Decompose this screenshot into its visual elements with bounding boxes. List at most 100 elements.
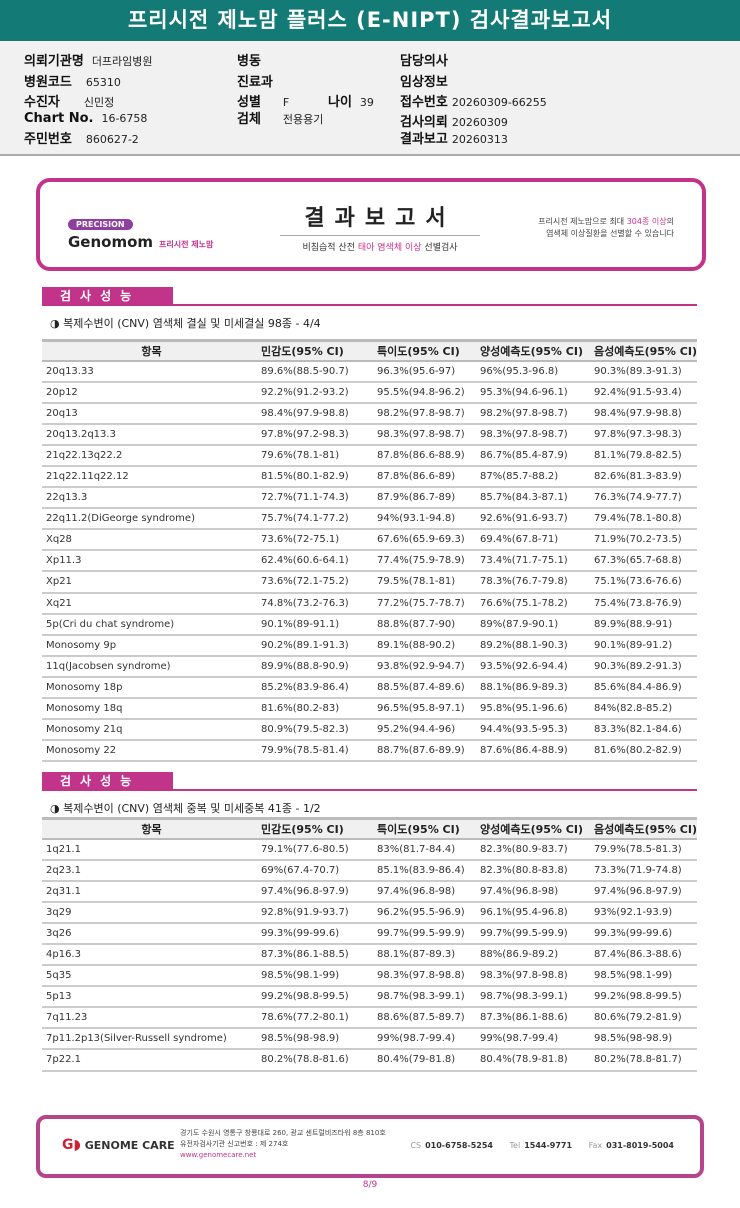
banner-description: 프리시전 제노맘으로 최대 304종 이상의 염색체 이상질환을 선별할 수 있… <box>538 217 674 238</box>
item-cell: 20p12 <box>42 381 257 404</box>
value-cell: 92.6%(91.6-93.7) <box>476 508 590 531</box>
table-row: 5q35 98.5%(98.1-99) 98.3%(97.8-98.8) 98.3%(… <box>42 965 697 988</box>
value-cell: 79.6%(78.1-81) <box>257 444 373 467</box>
column-header: 항목 <box>42 339 257 362</box>
value-cell: 97.8%(97.2-98.3) <box>257 423 373 446</box>
value-cell: 88.7%(87.6-89.9) <box>373 740 476 763</box>
section-subtitle-1: ◑ 복제수변이 (CNV) 염색체 결실 및 미세결실 98종 - 4/4 <box>50 317 321 330</box>
value-cell: 98.2%(97.8-98.7) <box>373 402 476 425</box>
table-row: Monosomy 22 79.9%(78.5-81.4) 88.7%(87.6-89… <box>42 740 697 763</box>
value-cell: 84%(82.8-85.2) <box>590 698 697 721</box>
table-row: Monosomy 18p 85.2%(83.9-86.4) 88.5%(87.4-8… <box>42 676 697 700</box>
precision-badge: PRECISION <box>68 219 133 230</box>
value-cell: 89.9%(88.9-91) <box>590 613 697 636</box>
table-row: 22q11.2(DiGeorge syndrome) 75.7%(74.1-77.… <box>42 508 697 531</box>
value-cell: 98.4%(97.9-98.8) <box>590 402 697 425</box>
item-cell: Xp11.3 <box>42 550 257 573</box>
value-cell: 98.4%(97.9-98.8) <box>257 402 373 425</box>
value-cell: 98.5%(98-98.9) <box>590 1028 697 1051</box>
brand-sub: 프리시전 제노맘 <box>159 240 214 249</box>
item-cell: 2q31.1 <box>42 880 257 903</box>
item-cell: 7q11.23 <box>42 1007 257 1030</box>
value-cell: 87.8%(86.6-89) <box>373 465 476 489</box>
table-row: Xq21 74.8%(73.2-76.3) 77.2%(75.7-78.7) 76.6… <box>42 592 697 615</box>
value-cell: 76.3%(74.9-77.7) <box>590 487 697 510</box>
item-cell: 21q22.11q22.12 <box>42 465 257 489</box>
value-cell: 90.2%(89.1-91.3) <box>257 634 373 657</box>
table-row: 7p22.1 80.2%(78.8-81.6) 80.4%(79-81.8) 80.4… <box>42 1049 697 1072</box>
page-title: 프리시전 제노맘 플러스 (E-NIPT) 검사결과보고서 <box>0 0 740 41</box>
item-cell: Monosomy 21q <box>42 719 257 742</box>
value-cell: 87.4%(86.3-88.6) <box>590 943 697 967</box>
item-cell: 20q13.33 <box>42 360 257 383</box>
value-cell: 73.6%(72.1-75.2) <box>257 571 373 594</box>
value-cell: 75.7%(74.1-77.2) <box>257 508 373 531</box>
value-cell: 67.6%(65.9-69.3) <box>373 529 476 552</box>
value-cell: 98.3%(97.8-98.7) <box>476 423 590 446</box>
value-cell: 95.3%(94.6-96.1) <box>476 381 590 404</box>
value-cell: 93%(92.1-93.9) <box>590 901 697 924</box>
item-cell: Monosomy 18p <box>42 676 257 700</box>
value-cell: 98.3%(97.8-98.8) <box>373 965 476 988</box>
value-cell: 75.4%(73.8-76.9) <box>590 592 697 615</box>
value-cell: 87%(85.7-88.2) <box>476 465 590 489</box>
table-row: 5p(Cri du chat syndrome) 90.1%(89-91.1) 88… <box>42 613 697 636</box>
value-cell: 72.7%(71.1-74.3) <box>257 487 373 510</box>
value-cell: 98.7%(98.3-99.1) <box>373 986 476 1009</box>
value-cell: 96.2%(95.5-96.9) <box>373 901 476 924</box>
value-cell: 98.3%(97.8-98.8) <box>476 965 590 988</box>
table-row: 2q31.1 97.4%(96.8-97.9) 97.4%(96.8-98) 97.4… <box>42 880 697 903</box>
value-cell: 85.6%(84.4-86.9) <box>590 676 697 700</box>
table-row: 2q23.1 69%(67.4-70.7) 85.1%(83.9-86.4) 82.3… <box>42 859 697 882</box>
id-field: 주민번호 860627-2 <box>24 132 139 147</box>
value-cell: 88.1%(87-89.3) <box>373 943 476 967</box>
item-cell: 3q29 <box>42 901 257 924</box>
value-cell: 87.6%(86.4-88.9) <box>476 740 590 763</box>
table-row: 3q26 99.3%(99-99.6) 99.7%(99.5-99.9) 99.7%(… <box>42 922 697 945</box>
item-cell: Monosomy 9p <box>42 634 257 657</box>
table-row: 7p11.2p13(Silver-Russell syndrome) 98.5%(… <box>42 1028 697 1051</box>
value-cell: 82.3%(80.8-83.8) <box>476 859 590 882</box>
value-cell: 77.2%(75.7-78.7) <box>373 592 476 615</box>
report-subtitle: 비침습적 산전 태아 염색체 이상 선별검사 <box>302 243 458 253</box>
patient-field: 수진자 신민정 <box>24 95 115 110</box>
value-cell: 98.7%(98.3-99.1) <box>476 986 590 1009</box>
table-row: 20q13.33 89.6%(88.5-90.7) 96.3%(95.6-97) 96… <box>42 360 697 383</box>
table-row: 20q13 98.4%(97.9-98.8) 98.2%(97.8-98.7) 98.… <box>42 402 697 425</box>
value-cell: 75.1%(73.6-76.6) <box>590 571 697 594</box>
table-row: 3q29 92.8%(91.9-93.7) 96.2%(95.5-96.9) 96.1… <box>42 901 697 924</box>
value-cell: 92.8%(91.9-93.7) <box>257 901 373 924</box>
value-cell: 98.5%(98-98.9) <box>257 1028 373 1051</box>
value-cell: 76.6%(75.1-78.2) <box>476 592 590 615</box>
value-cell: 81.1%(79.8-82.5) <box>590 444 697 467</box>
value-cell: 89.9%(88.8-90.9) <box>257 655 373 678</box>
contact-info: CS 010-6758-5254 Tel 1544-9771 Fax 031-8019… <box>410 1141 674 1150</box>
table-row: Monosomy 21q 80.9%(79.5-82.3) 95.2%(94.4-9… <box>42 719 697 742</box>
item-cell: Monosomy 22 <box>42 740 257 763</box>
sex-field: 성별 F <box>237 95 290 110</box>
doctor-field: 담당의사 <box>400 54 448 69</box>
value-cell: 99.3%(99-99.6) <box>257 922 373 945</box>
genomom-logo: PRECISION Genomom 프리시전 제노맘 <box>68 212 213 251</box>
table-row: 5p13 99.2%(98.8-99.5) 98.7%(98.3-99.1) 98.7… <box>42 986 697 1009</box>
website-link[interactable]: www.genomecare.net <box>180 1151 257 1159</box>
value-cell: 94%(93.1-94.8) <box>373 508 476 531</box>
value-cell: 82.6%(81.3-83.9) <box>590 465 697 489</box>
value-cell: 94.4%(93.5-95.3) <box>476 719 590 742</box>
value-cell: 96.3%(95.6-97) <box>373 360 476 383</box>
receipt-field: 접수번호 20260309-66255 <box>400 95 547 110</box>
item-cell: Xp21 <box>42 571 257 594</box>
value-cell: 82.3%(80.9-83.7) <box>476 838 590 861</box>
value-cell: 97.4%(96.8-97.9) <box>590 880 697 903</box>
item-cell: 4p16.3 <box>42 943 257 967</box>
table-row: Monosomy 9p 90.2%(89.1-91.3) 89.1%(88-90.2… <box>42 634 697 657</box>
table-row: 22q13.3 72.7%(71.1-74.3) 87.9%(86.7-89) 85.… <box>42 487 697 510</box>
value-cell: 87.9%(86.7-89) <box>373 487 476 510</box>
section-header-1: 검사성능 <box>42 287 697 306</box>
value-cell: 96.1%(95.4-96.8) <box>476 901 590 924</box>
value-cell: 98.2%(97.8-98.7) <box>476 402 590 425</box>
table-row: 21q22.11q22.12 81.5%(80.1-82.9) 87.8%(86.6… <box>42 465 697 489</box>
value-cell: 97.4%(96.8-97.9) <box>257 880 373 903</box>
value-cell: 79.5%(78.1-81) <box>373 571 476 594</box>
value-cell: 85.1%(83.9-86.4) <box>373 859 476 882</box>
